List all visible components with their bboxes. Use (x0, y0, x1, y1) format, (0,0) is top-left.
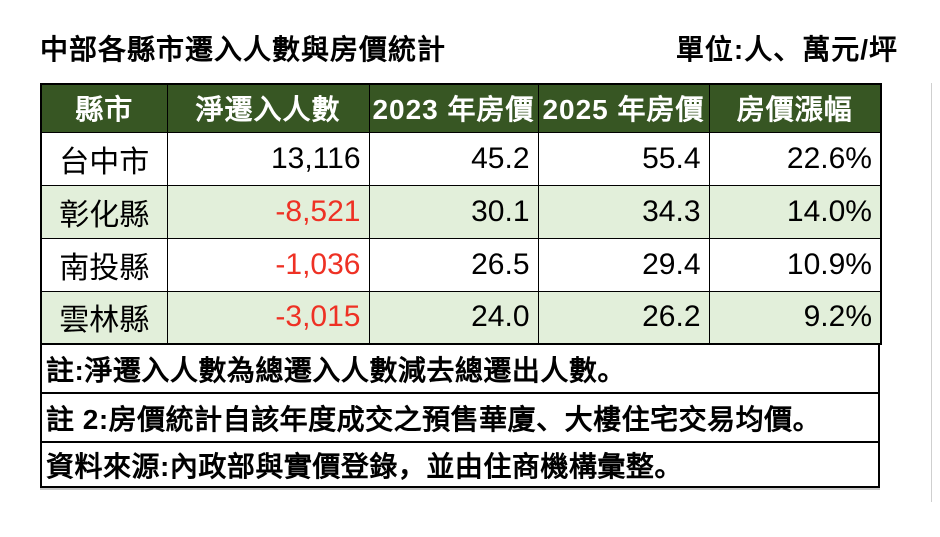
col-header-county: 縣市 (40, 83, 168, 133)
col-header-net-migration: 淨遷入人數 (166, 83, 370, 133)
title-bar: 中部各縣市遷入人數與房價統計 單位:人、萬元/坪 (0, 0, 940, 68)
cell-county: 彰化縣 (40, 184, 168, 239)
table-row: 台中市 13,116 45.2 55.4 22.6% (40, 131, 882, 186)
cell-price-2023: 24.0 (368, 290, 539, 345)
col-header-price-change: 房價漲幅 (708, 83, 882, 133)
table-row: 雲林縣 -3,015 24.0 26.2 9.2% (40, 290, 882, 345)
col-header-price-2023: 2023 年房價 (368, 83, 539, 133)
note-definition: 註:淨遷入人數為總遷入人數減去總遷出人數。 (40, 343, 880, 394)
col-header-price-2025: 2025 年房價 (537, 83, 710, 133)
table-row: 南投縣 -1,036 26.5 29.4 10.9% (40, 237, 882, 292)
cell-price-2025: 26.2 (537, 290, 710, 345)
note-methodology: 註 2:房價統計自該年度成交之預售華廈、大樓住宅交易均價。 (40, 392, 880, 443)
cell-county: 台中市 (40, 131, 168, 186)
header-row: 縣市 淨遷入人數 2023 年房價 2025 年房價 房價漲幅 (40, 83, 882, 133)
cell-price-2023: 26.5 (368, 237, 539, 292)
cell-price-2025: 34.3 (537, 184, 710, 239)
cell-county: 雲林縣 (40, 290, 168, 345)
cell-price-2023: 45.2 (368, 131, 539, 186)
cell-price-change: 9.2% (708, 290, 882, 345)
stats-table: 縣市 淨遷入人數 2023 年房價 2025 年房價 房價漲幅 台中市 13,1… (40, 83, 882, 345)
cell-price-change: 22.6% (708, 131, 882, 186)
cell-price-2025: 55.4 (537, 131, 710, 186)
unit-label: 單位:人、萬元/坪 (675, 34, 898, 65)
sheet-gridline (931, 83, 932, 502)
cell-price-change: 10.9% (708, 237, 882, 292)
cell-net-migration: -3,015 (166, 290, 370, 345)
table-row: 彰化縣 -8,521 30.1 34.3 14.0% (40, 184, 882, 239)
note-data-source: 資料來源:內政部與實價登錄，並由住商機構彙整。 (40, 441, 880, 488)
cell-price-2025: 29.4 (537, 237, 710, 292)
cell-net-migration: 13,116 (166, 131, 370, 186)
cell-price-change: 14.0% (708, 184, 882, 239)
cell-net-migration: -8,521 (166, 184, 370, 239)
cell-price-2023: 30.1 (368, 184, 539, 239)
stats-table-block: 縣市 淨遷入人數 2023 年房價 2025 年房價 房價漲幅 台中市 13,1… (40, 83, 882, 488)
page-title: 中部各縣市遷入人數與房價統計 (40, 34, 447, 65)
cell-net-migration: -1,036 (166, 237, 370, 292)
cell-county: 南投縣 (40, 237, 168, 292)
